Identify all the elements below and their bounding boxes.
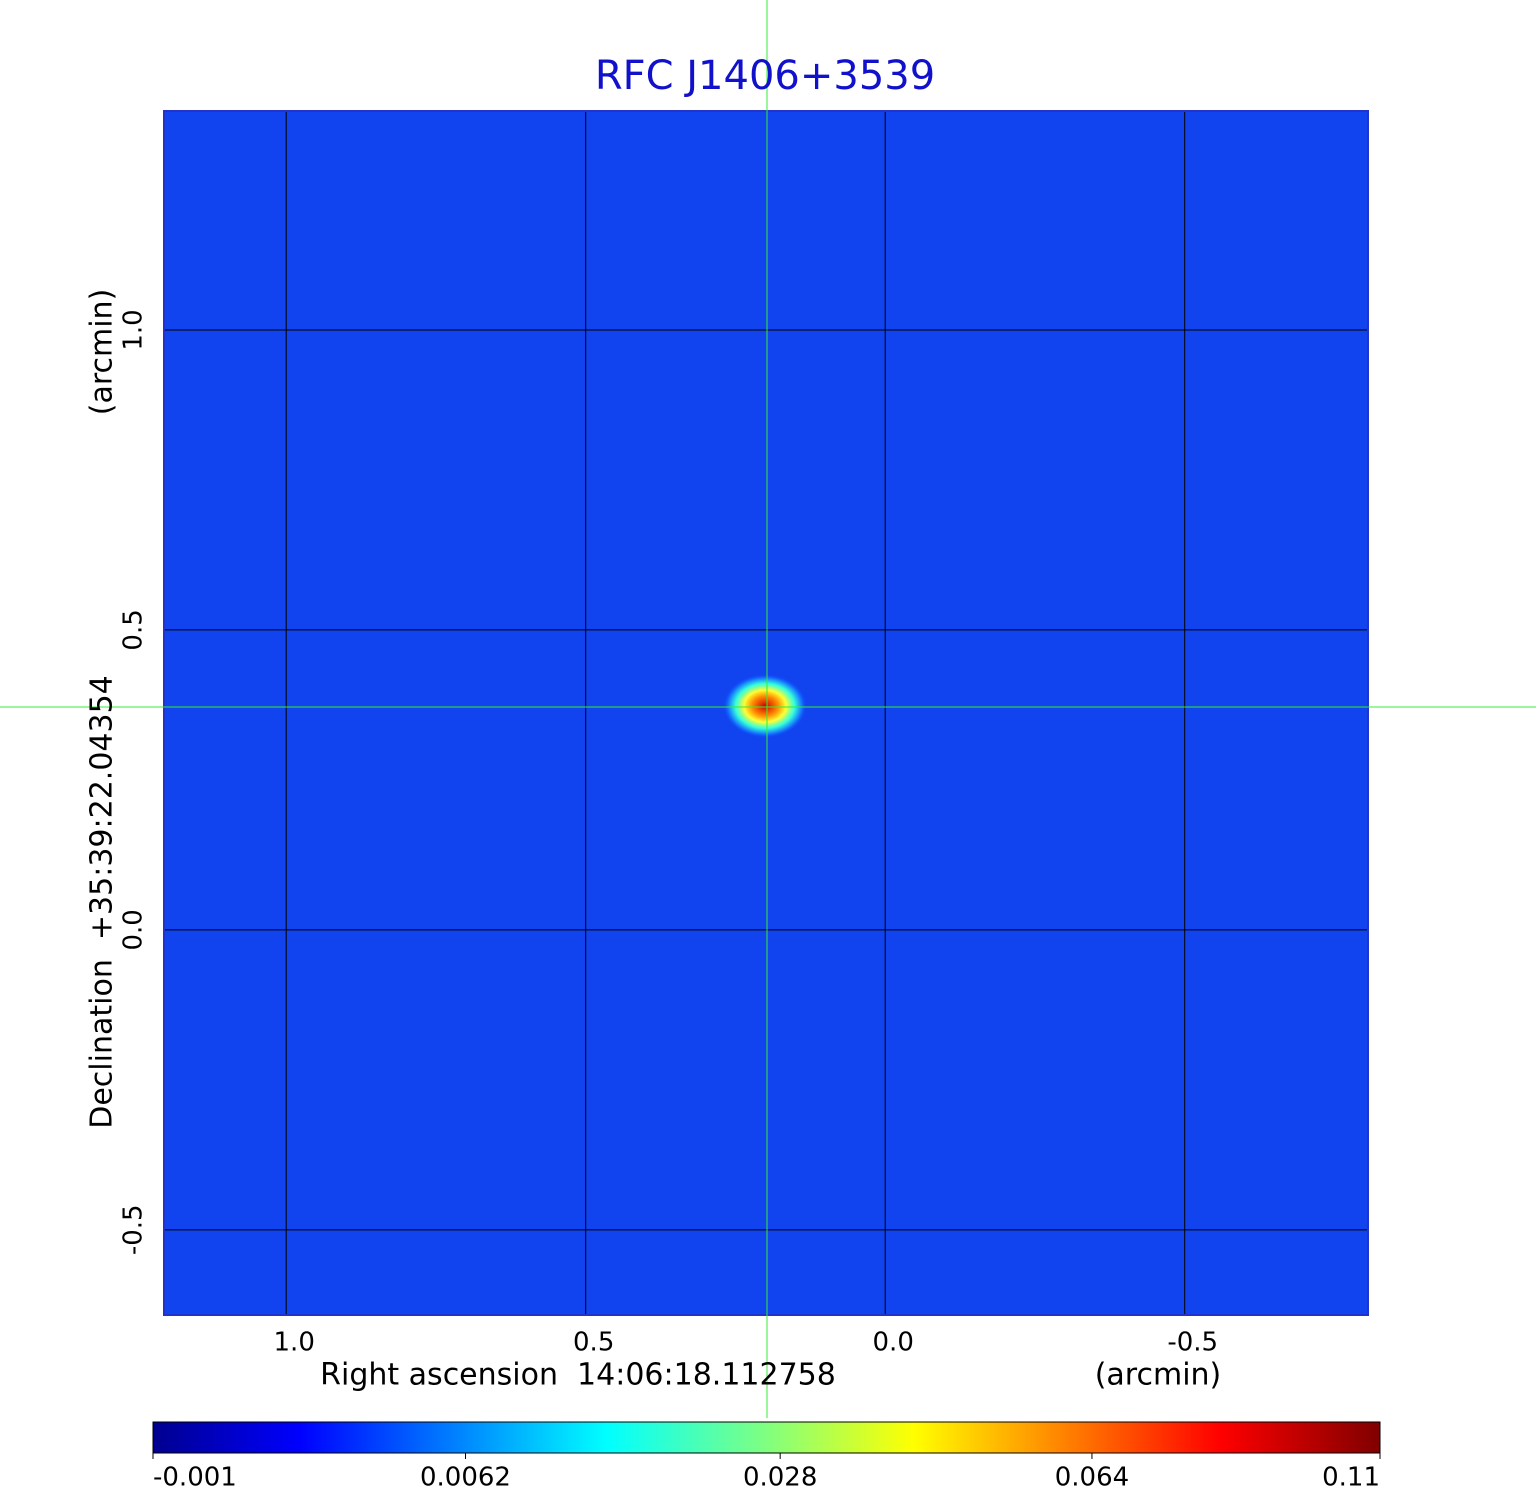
x-axis-unit: (arcmin) (1095, 1358, 1222, 1393)
colorbar-tick-label: -0.001 (153, 1463, 237, 1493)
y-tick-label: 0.0 (119, 909, 149, 950)
x-tick-label: 0.0 (873, 1328, 914, 1358)
colorbar (152, 1421, 1381, 1454)
colorbar-tick-label: 0.028 (743, 1463, 817, 1493)
x-tick-label: -0.5 (1167, 1328, 1218, 1358)
colorbar-tick-label: 0.0062 (420, 1463, 511, 1493)
colorbar-tick-label: 0.11 (1322, 1463, 1380, 1493)
y-tick-label: -0.5 (119, 1204, 149, 1255)
x-tick-label: 1.0 (274, 1328, 315, 1358)
x-axis-label: Right ascension 14:06:18.112758 (320, 1358, 836, 1393)
source (723, 674, 807, 738)
chart-title: RFC J1406+3539 (595, 53, 935, 99)
plot-border (163, 110, 1369, 1316)
colorbar-tick-label: 0.064 (1055, 1463, 1129, 1493)
x-tick-label: 0.5 (573, 1328, 614, 1358)
y-tick-label: 1.0 (119, 309, 149, 350)
y-axis-unit: (arcmin) (85, 289, 120, 416)
y-tick-label: 0.5 (119, 609, 149, 650)
y-axis-label: Declination +35:39:22.04354 (85, 675, 120, 1129)
